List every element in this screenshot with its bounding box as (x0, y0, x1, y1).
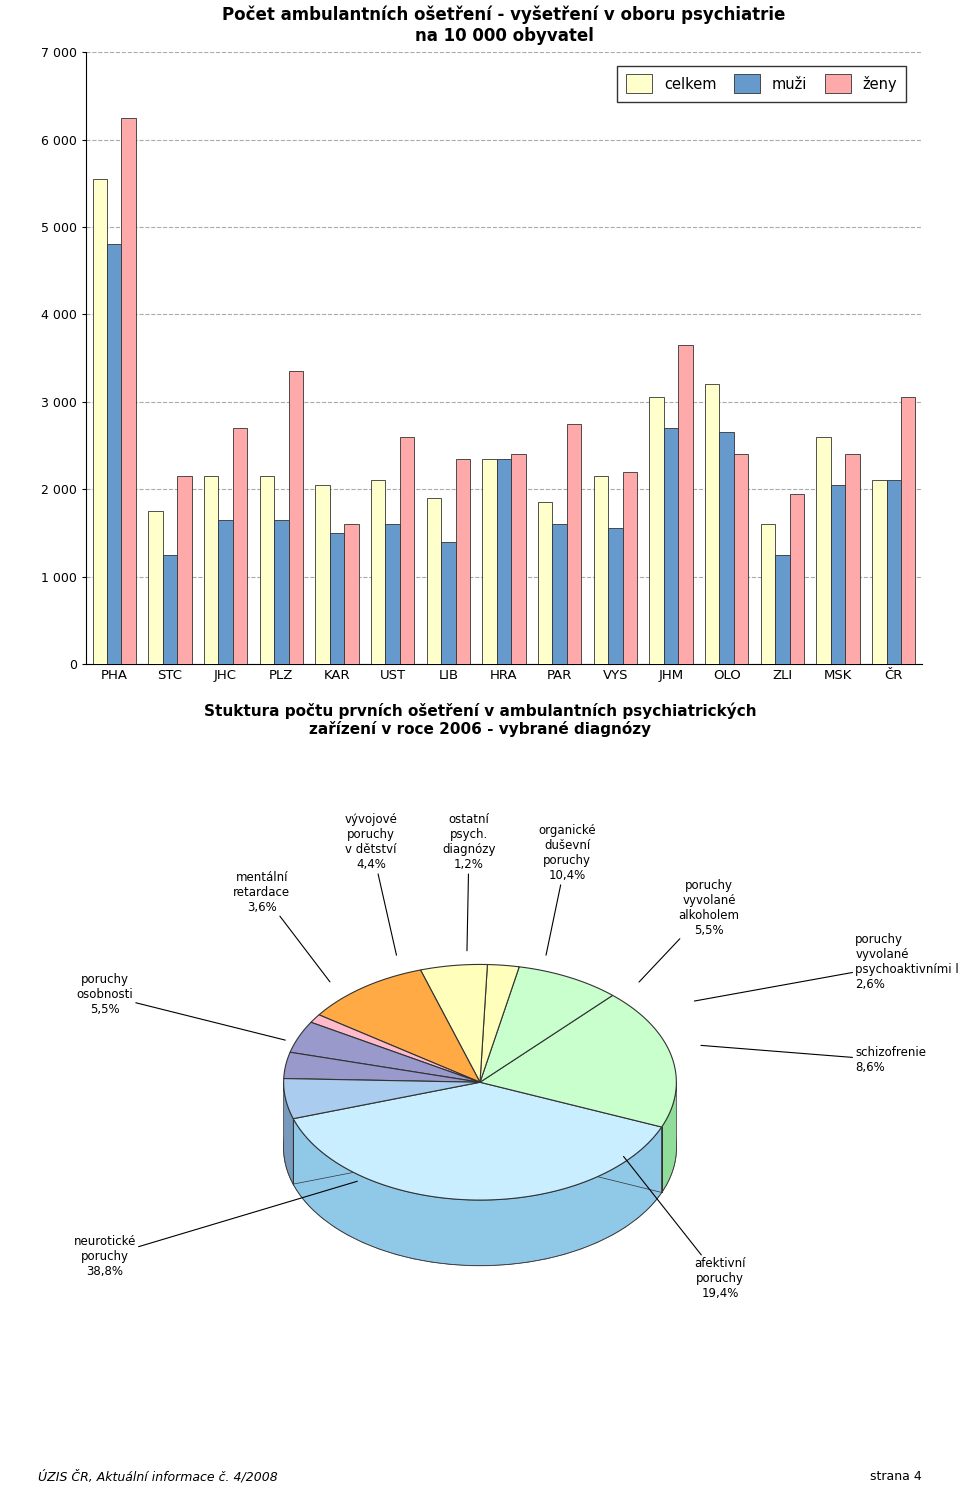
Bar (315, 485, 329, 664)
Ellipse shape (283, 1029, 677, 1265)
Polygon shape (290, 1022, 480, 1082)
Polygon shape (283, 1079, 480, 1119)
Polygon shape (319, 970, 480, 1082)
Bar (705, 385, 719, 664)
Text: strana 4: strana 4 (870, 1470, 922, 1483)
Bar (512, 454, 526, 664)
Bar (400, 437, 415, 664)
Bar (719, 433, 734, 664)
Bar (345, 524, 359, 664)
Bar (593, 476, 608, 664)
Text: mentální
retardace
3,6%: mentální retardace 3,6% (233, 871, 330, 982)
Polygon shape (283, 1082, 293, 1185)
Text: afektivní
poruchy
19,4%: afektivní poruchy 19,4% (624, 1156, 746, 1300)
Bar (538, 503, 552, 664)
Text: ostatní
psych.
diagnózy
1,2%: ostatní psych. diagnózy 1,2% (443, 813, 496, 950)
Bar (289, 372, 303, 664)
Bar (830, 485, 846, 664)
Text: poruchy
vyvolané
alkoholem
5,5%: poruchy vyvolané alkoholem 5,5% (639, 879, 739, 982)
Text: organické
duševní
poruchy
10,4%: organické duševní poruchy 10,4% (539, 824, 596, 955)
Bar (107, 245, 122, 664)
Bar (456, 458, 470, 664)
Title: Počet ambulantních ošetření - vyšetření v oboru psychiatrie
na 10 000 obyvatel: Počet ambulantních ošetření - vyšetření … (223, 6, 785, 45)
Bar (218, 519, 233, 664)
Bar (567, 424, 582, 664)
Text: Stuktura počtu prvních ošetření v ambulantních psychiatrických
zařízení v roce 2: Stuktura počtu prvních ošetření v ambula… (204, 703, 756, 737)
Bar (385, 524, 400, 664)
Bar (663, 428, 679, 664)
Bar (329, 533, 345, 664)
Text: schizofrenie
8,6%: schizofrenie 8,6% (701, 1046, 926, 1074)
Text: neurotické
poruchy
38,8%: neurotické poruchy 38,8% (74, 1182, 357, 1279)
Polygon shape (480, 964, 519, 1082)
Bar (552, 524, 567, 664)
Bar (679, 345, 693, 664)
Bar (441, 542, 456, 664)
Bar (122, 118, 136, 664)
Polygon shape (661, 1082, 677, 1192)
Bar (162, 555, 178, 664)
Polygon shape (284, 1052, 480, 1082)
Bar (846, 454, 860, 664)
Bar (816, 437, 830, 664)
Polygon shape (480, 995, 677, 1126)
Text: vývojové
poruchy
v dětství
4,4%: vývojové poruchy v dětství 4,4% (345, 813, 397, 955)
Bar (371, 480, 385, 664)
Bar (148, 510, 162, 664)
Bar (496, 458, 512, 664)
Polygon shape (293, 1119, 661, 1265)
Text: poruchy
vyvolané
psychoaktivními l.
2,6%: poruchy vyvolané psychoaktivními l. 2,6% (694, 934, 960, 1001)
Bar (775, 555, 790, 664)
Polygon shape (420, 964, 488, 1082)
Bar (623, 471, 637, 664)
Bar (178, 476, 192, 664)
Polygon shape (311, 1015, 480, 1082)
Legend: celkem, muži, ženy: celkem, muži, ženy (617, 66, 906, 101)
Bar (259, 476, 274, 664)
Polygon shape (293, 1082, 661, 1200)
Bar (760, 524, 775, 664)
Text: ÚZIS ČR, Aktuální informace č. 4/2008: ÚZIS ČR, Aktuální informace č. 4/2008 (38, 1470, 278, 1483)
Bar (608, 528, 623, 664)
Bar (274, 519, 289, 664)
Bar (426, 498, 441, 664)
Bar (482, 458, 496, 664)
Bar (886, 480, 901, 664)
Bar (649, 397, 663, 664)
Polygon shape (480, 967, 612, 1082)
Bar (204, 476, 218, 664)
Text: poruchy
osobnosti
5,5%: poruchy osobnosti 5,5% (77, 973, 285, 1040)
Bar (790, 494, 804, 664)
Bar (872, 480, 886, 664)
Bar (901, 397, 916, 664)
Bar (233, 428, 248, 664)
Bar (92, 179, 107, 664)
Bar (734, 454, 749, 664)
